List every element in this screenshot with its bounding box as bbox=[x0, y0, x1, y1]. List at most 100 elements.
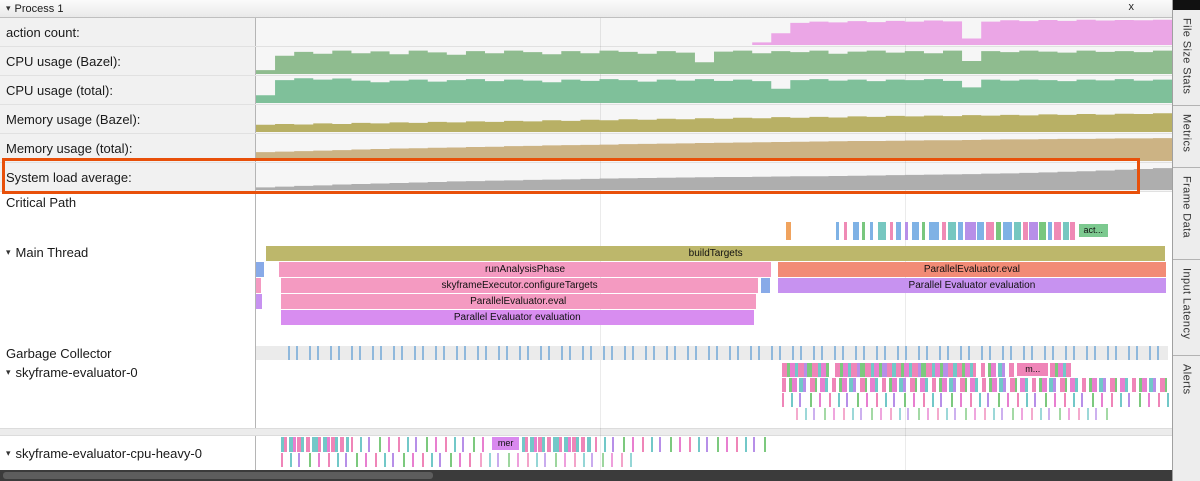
skyframe-evaluator-cpu-heavy-0-track: ▾ skyframe-evaluator-cpu-heavy-0 mer bbox=[0, 436, 1172, 470]
trace-slice[interactable] bbox=[256, 294, 263, 309]
horizontal-scrollbar[interactable] bbox=[0, 470, 1172, 481]
gc-event-ticks bbox=[287, 346, 1168, 360]
trace-slice[interactable]: runAnalysisPhase bbox=[278, 262, 772, 277]
action-count-chart[interactable] bbox=[256, 18, 1172, 46]
critical-path-mark[interactable] bbox=[862, 222, 866, 240]
main-thread-track: ▾ Main Thread buildTargets runAnalysisPh… bbox=[0, 242, 1172, 345]
collapse-triangle-icon[interactable]: ▾ bbox=[6, 3, 11, 13]
critical-path-mark[interactable] bbox=[889, 222, 893, 240]
critical-path-mark[interactable] bbox=[853, 222, 859, 240]
slice-cluster[interactable] bbox=[351, 437, 487, 452]
trace-slice[interactable]: Parallel Evaluator evaluation bbox=[777, 278, 1167, 293]
trace-slice[interactable]: buildTargets bbox=[266, 246, 1166, 261]
critical-path-mark[interactable] bbox=[995, 222, 1002, 240]
critical-path-mark[interactable] bbox=[877, 222, 887, 240]
trace-slice[interactable]: ParallelEvaluator.eval bbox=[280, 294, 756, 309]
counter-label-cpu-bazel: CPU usage (Bazel): bbox=[0, 47, 256, 75]
system-load-chart[interactable] bbox=[256, 163, 1172, 191]
critical-path-mark[interactable] bbox=[958, 222, 963, 240]
tab-file-size-stats[interactable]: File Size Stats bbox=[1173, 10, 1200, 106]
track-label: skyframe-evaluator-cpu-heavy-0 bbox=[15, 445, 202, 461]
critical-path-mark[interactable] bbox=[896, 222, 901, 240]
counter-track-row: CPU usage (Bazel): bbox=[0, 47, 1172, 76]
critical-path-mark[interactable] bbox=[844, 222, 847, 240]
critical-path-mark[interactable] bbox=[1054, 222, 1062, 240]
tab-input-latency[interactable]: Input Latency bbox=[1173, 260, 1200, 356]
critical-path-mark[interactable] bbox=[921, 222, 926, 240]
trace-slice[interactable] bbox=[761, 278, 771, 293]
critical-path-act-slice[interactable]: act... bbox=[1078, 224, 1108, 237]
slice-cluster[interactable] bbox=[480, 453, 632, 467]
critical-path-mark[interactable] bbox=[1002, 222, 1013, 240]
critical-path-mark[interactable] bbox=[905, 222, 909, 240]
trace-slice[interactable] bbox=[256, 262, 265, 277]
critical-path-mark[interactable] bbox=[1039, 222, 1046, 240]
slice-cluster[interactable] bbox=[521, 437, 592, 452]
gc-label-cell[interactable]: Garbage Collector bbox=[0, 345, 256, 362]
critical-path-mark[interactable] bbox=[941, 222, 947, 240]
critical-path-label-cell[interactable]: Critical Path bbox=[0, 192, 256, 242]
slice-cluster[interactable] bbox=[280, 437, 349, 452]
cpu-total-chart[interactable] bbox=[256, 76, 1172, 104]
critical-path-mark[interactable] bbox=[1029, 222, 1038, 240]
track-area: action count: CPU usage (Bazel): CPU usa… bbox=[0, 18, 1172, 470]
trace-slice[interactable]: skyframeExecutor.configureTargets bbox=[280, 278, 759, 293]
critical-path-mark[interactable] bbox=[977, 222, 984, 240]
cpu-bazel-chart[interactable] bbox=[256, 47, 1172, 75]
critical-path-mark[interactable] bbox=[1013, 222, 1022, 240]
slice-cluster[interactable] bbox=[280, 453, 474, 467]
trace-slice[interactable] bbox=[256, 278, 261, 293]
main-thread-label-cell[interactable]: ▾ Main Thread bbox=[0, 242, 256, 345]
critical-path-mark[interactable] bbox=[836, 222, 839, 240]
tab-label: File Size Stats bbox=[1180, 18, 1193, 95]
collapse-triangle-icon[interactable]: ▾ bbox=[6, 447, 11, 458]
tab-label: Input Latency bbox=[1180, 268, 1193, 340]
track-label: Garbage Collector bbox=[6, 346, 112, 361]
critical-path-mark[interactable] bbox=[929, 222, 940, 240]
critical-path-mark[interactable] bbox=[948, 222, 957, 240]
slice-cluster[interactable] bbox=[796, 408, 1108, 420]
memory-bazel-chart[interactable] bbox=[256, 105, 1172, 133]
memory-total-chart[interactable] bbox=[256, 134, 1172, 162]
critical-path-mark[interactable] bbox=[1070, 222, 1075, 240]
evaluator0-label-cell[interactable]: ▾ skyframe-evaluator-0 bbox=[0, 362, 256, 428]
trace-slice[interactable]: ParallelEvaluator.eval bbox=[777, 262, 1167, 277]
counter-track-row: action count: bbox=[0, 18, 1172, 47]
tab-alerts[interactable]: Alerts bbox=[1173, 356, 1200, 426]
critical-path-mark[interactable] bbox=[869, 222, 873, 240]
flame-chart: buildTargets runAnalysisPhase ParallelEva… bbox=[256, 246, 1168, 326]
collapse-triangle-icon[interactable]: ▾ bbox=[6, 367, 11, 377]
slice-cluster[interactable] bbox=[834, 363, 976, 377]
scrollbar-thumb[interactable] bbox=[3, 472, 433, 479]
critical-path-mark[interactable] bbox=[785, 222, 792, 240]
tab-metrics[interactable]: Metrics bbox=[1173, 106, 1200, 168]
critical-path-mark[interactable] bbox=[911, 222, 919, 240]
gc-event-strip[interactable] bbox=[256, 346, 1168, 360]
evaluator0-content: m... bbox=[256, 362, 1172, 428]
counter-track-row: Memory usage (total): bbox=[0, 134, 1172, 163]
slice-cluster[interactable] bbox=[594, 437, 771, 452]
cpu-heavy0-label-cell[interactable]: ▾ skyframe-evaluator-cpu-heavy-0 bbox=[0, 436, 256, 470]
collapse-triangle-icon[interactable]: ▾ bbox=[6, 247, 11, 257]
slice-m[interactable]: m... bbox=[1017, 363, 1049, 376]
slice-cluster[interactable] bbox=[981, 363, 1015, 377]
slice-cluster[interactable] bbox=[781, 378, 1170, 392]
critical-path-mark[interactable] bbox=[985, 222, 994, 240]
critical-path-mark[interactable] bbox=[1063, 222, 1069, 240]
garbage-collector-track: Garbage Collector bbox=[0, 345, 1172, 362]
counter-label-cpu-total: CPU usage (total): bbox=[0, 76, 256, 104]
slice-cluster[interactable] bbox=[781, 363, 830, 377]
critical-path-mark[interactable] bbox=[964, 222, 976, 240]
critical-path-content: act... bbox=[256, 192, 1172, 242]
slice-cluster[interactable] bbox=[781, 393, 1170, 407]
tab-frame-data[interactable]: Frame Data bbox=[1173, 168, 1200, 260]
flame-row: runAnalysisPhase ParallelEvaluator.eval bbox=[256, 262, 1168, 278]
critical-path-mark[interactable] bbox=[1022, 222, 1028, 240]
slice-cluster[interactable] bbox=[1050, 363, 1072, 377]
close-button[interactable]: x bbox=[1128, 1, 1135, 13]
trace-slice[interactable]: Parallel Evaluator evaluation bbox=[280, 310, 754, 325]
slice-mer[interactable]: mer bbox=[492, 437, 519, 450]
critical-path-mark[interactable] bbox=[1047, 222, 1053, 240]
track-label: Main Thread bbox=[15, 245, 89, 260]
